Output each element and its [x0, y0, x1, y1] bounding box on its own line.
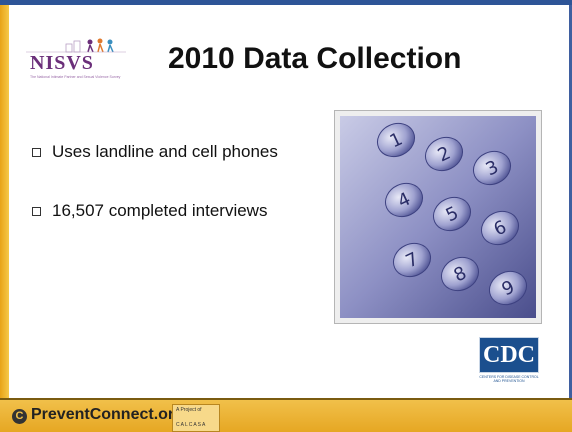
nisvs-logo: NISVS The National Intimate Partner and …: [26, 38, 126, 84]
phone-key: [385, 182, 423, 218]
footer: C PreventConnect.org A Project of CALCAS…: [0, 398, 572, 432]
phone-key: [441, 256, 479, 292]
footer-site: PreventConnect.org: [31, 406, 184, 423]
project-of: A Project of: [176, 407, 202, 413]
project-name: CALCASA: [176, 422, 207, 428]
bullet: Uses landline and cell phones: [32, 142, 312, 162]
phone-key: [393, 242, 431, 278]
logo-name: NISVS: [30, 52, 94, 74]
bullet: 16,507 completed interviews: [32, 201, 312, 221]
phone-key: [377, 122, 415, 158]
left-stripe: [0, 5, 9, 398]
phone-key: [433, 196, 471, 232]
cdc-logo: CDC CENTERS FOR DISEASE CONTROL AND PREV…: [477, 336, 541, 390]
project-badge: A Project of CALCASA: [172, 404, 220, 432]
cdc-name: CDC: [479, 337, 539, 373]
logo-subtitle: The National Intimate Partner and Sexual…: [30, 75, 121, 79]
phone-key: [481, 210, 519, 246]
right-edge: [569, 5, 572, 398]
phone-key: [489, 270, 527, 306]
logo-figures: [26, 38, 126, 53]
cdc-subtitle: CENTERS FOR DISEASE CONTROL AND PREVENTI…: [479, 375, 539, 383]
phone-key: [473, 150, 511, 186]
footer-icon: C: [12, 409, 27, 424]
phone-key: [425, 136, 463, 172]
slide-title: 2010 Data Collection: [168, 42, 462, 75]
top-bar: [0, 0, 572, 5]
